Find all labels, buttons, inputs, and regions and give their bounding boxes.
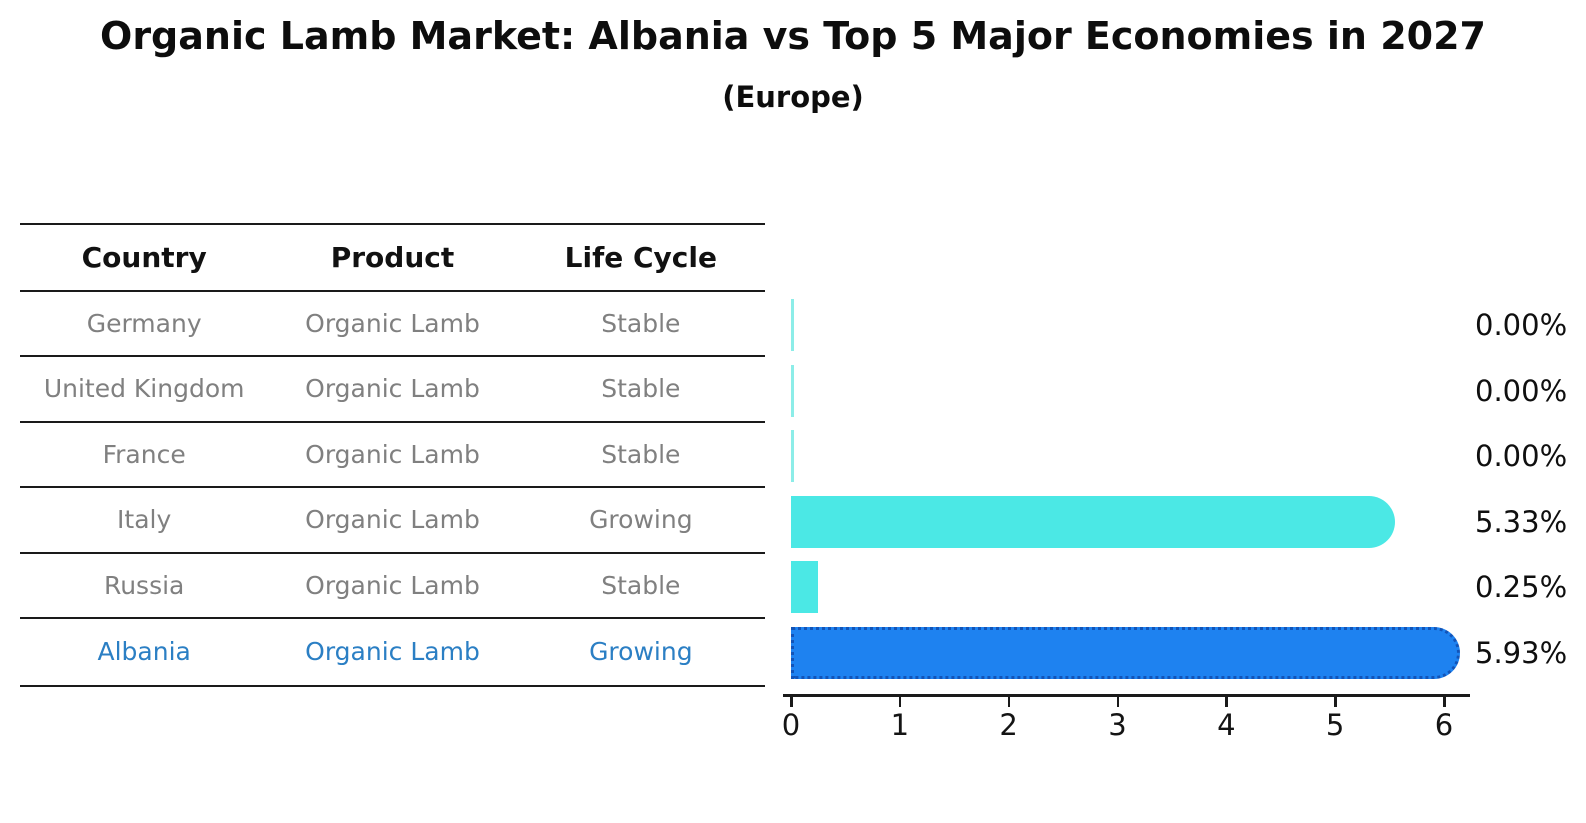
product-cell: Organic Lamb bbox=[305, 374, 480, 404]
country-cell: Russia bbox=[103, 570, 185, 600]
life-cycle-cell: Stable bbox=[601, 308, 681, 338]
table-row-russia: Russia Organic Lamb Stable bbox=[20, 554, 765, 619]
bar-germany bbox=[791, 299, 794, 351]
bar-value-label: 0.00% bbox=[1475, 439, 1568, 473]
bar-value-label: 5.33% bbox=[1475, 504, 1568, 539]
x-axis-tick bbox=[898, 697, 902, 707]
country-cell: Germany bbox=[86, 308, 202, 338]
bar-value-label: 0.25% bbox=[1475, 570, 1568, 604]
product-cell: Organic Lamb bbox=[305, 505, 480, 535]
table-row-albania: Albania Organic Lamb Growing bbox=[20, 619, 765, 685]
country-cell: United Kingdom bbox=[43, 374, 245, 404]
life-cycle-cell: Stable bbox=[601, 439, 681, 469]
x-axis-tick bbox=[1225, 697, 1228, 707]
x-axis-tick bbox=[790, 697, 793, 707]
bar-value-label: 0.00% bbox=[1475, 308, 1568, 342]
product-cell: Organic Lamb bbox=[305, 439, 480, 469]
product-cell: Organic Lamb bbox=[305, 637, 480, 667]
x-axis-tick-label: 4 bbox=[1217, 708, 1236, 742]
x-axis-tick-label: 1 bbox=[890, 708, 910, 742]
product-cell: Organic Lamb bbox=[305, 570, 480, 600]
country-cell: Italy bbox=[117, 505, 172, 535]
x-axis-tick bbox=[1443, 697, 1446, 707]
chart-subtitle: (Europe) bbox=[722, 80, 864, 114]
table-row-france: France Organic Lamb Stable bbox=[20, 423, 765, 488]
life-cycle-cell: Growing bbox=[589, 637, 693, 667]
life-cycle-cell: Growing bbox=[589, 505, 693, 535]
x-axis-tick-label: 6 bbox=[1434, 708, 1454, 742]
bar-italy bbox=[791, 495, 1395, 548]
life-cycle-cell: Stable bbox=[601, 570, 681, 600]
table-row-italy: Italy Organic Lamb Growing bbox=[20, 488, 765, 554]
bar-russia bbox=[791, 561, 818, 613]
x-axis-tick-label: 3 bbox=[1108, 708, 1127, 742]
bar-france bbox=[791, 430, 794, 482]
column-header-country: Country bbox=[81, 240, 207, 274]
bar-value-label: 0.00% bbox=[1475, 373, 1568, 408]
x-axis-tick-label: 2 bbox=[999, 708, 1018, 742]
country-cell: Albania bbox=[97, 637, 191, 667]
product-cell: Organic Lamb bbox=[305, 308, 480, 338]
x-axis-tick bbox=[1007, 697, 1011, 707]
x-axis-tick bbox=[1334, 697, 1337, 707]
x-axis-line bbox=[783, 694, 1470, 697]
column-header-life-cycle: Life Cycle bbox=[564, 240, 717, 274]
column-header-product: Product bbox=[330, 240, 455, 274]
bar-value-label: 5.93% bbox=[1475, 635, 1568, 670]
table-body: Germany Organic Lamb Stable United Kingdom O… bbox=[20, 292, 765, 685]
table-row-germany: Germany Organic Lamb Stable bbox=[20, 292, 765, 357]
life-cycle-cell: Stable bbox=[601, 374, 681, 404]
table-row-united-kingdom: United Kingdom Organic Lamb Stable bbox=[20, 357, 765, 423]
x-axis-tick-label: 0 bbox=[781, 708, 801, 742]
table-header-row: Country Product Life Cycle bbox=[20, 225, 765, 292]
x-axis-tick-label: 5 bbox=[1325, 708, 1345, 742]
comparison-table: Country Product Life Cycle Germany Organi… bbox=[20, 223, 765, 687]
country-cell: France bbox=[102, 439, 186, 469]
x-axis-tick bbox=[1116, 697, 1119, 707]
bar-united-kingdom bbox=[791, 364, 794, 417]
chart-title: Organic Lamb Market: Albania vs Top 5 Ma… bbox=[100, 14, 1486, 58]
bar-albania bbox=[791, 626, 1460, 679]
